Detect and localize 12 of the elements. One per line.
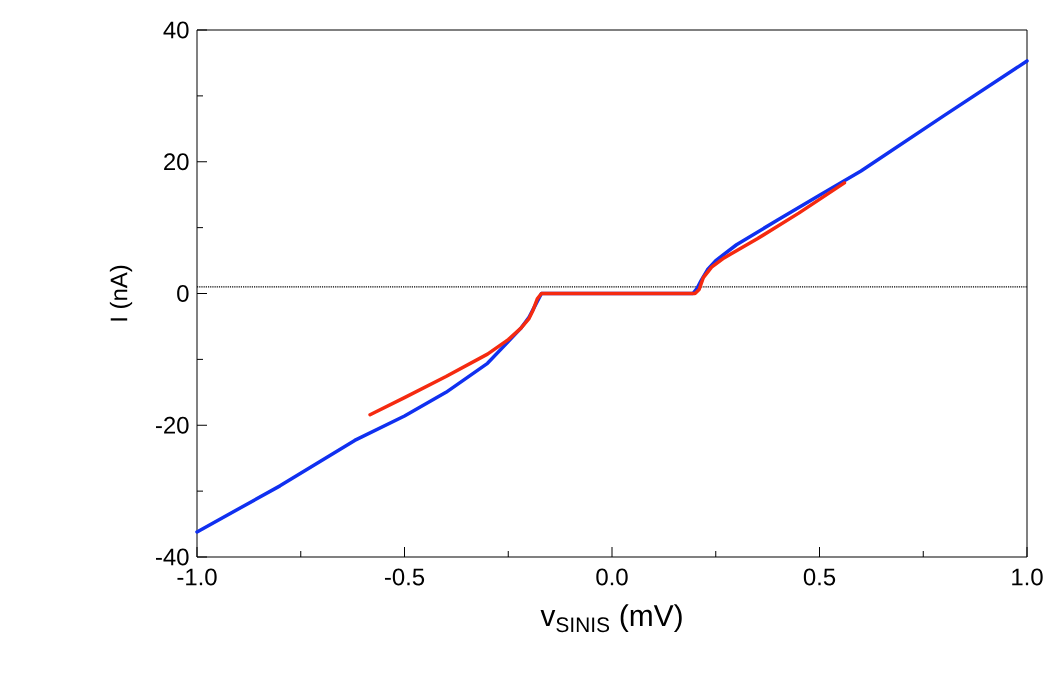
y-tick-label: -40 [156, 548, 189, 566]
x-tick-label: -0.5 [384, 568, 425, 586]
x-tick-label: -1.0 [177, 568, 217, 586]
x-tick-label: 1.0 [1012, 568, 1043, 586]
x-tick-label: 0.5 [803, 568, 836, 586]
x-tick-label: 0.0 [596, 568, 628, 586]
y-tick-label: 0 [177, 285, 189, 302]
x-axis-title: v$_{SINIS}$ (mV) [540, 604, 682, 633]
y-tick-label: -20 [156, 416, 189, 434]
y-axis-title: I (nA) [109, 265, 133, 321]
y-tick-label: 20 [164, 153, 189, 171]
y-tick-label: 40 [163, 21, 189, 39]
